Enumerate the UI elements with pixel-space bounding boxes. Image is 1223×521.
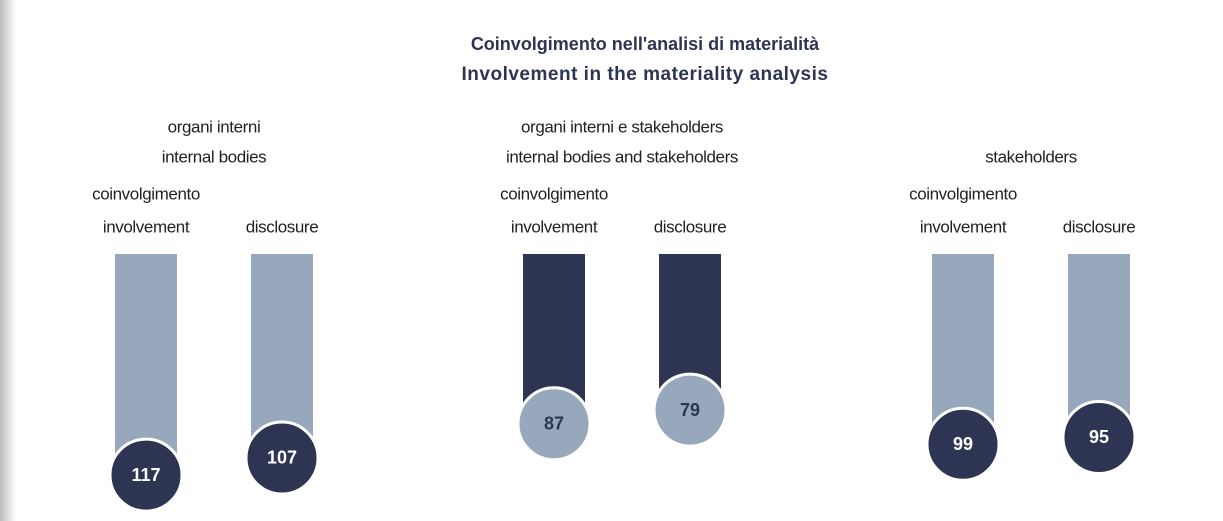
bar-label: disclosure: [1063, 217, 1136, 236]
bar-label: coinvolgimento: [909, 184, 1017, 203]
value-label: 95: [1089, 427, 1109, 447]
value-circle: [1061, 399, 1137, 475]
value-circle: [108, 437, 184, 513]
value-label: 99: [953, 434, 973, 454]
chart-subtitle: Involvement in the materiality analysis: [462, 64, 829, 85]
bar-label: coinvolgimento: [500, 184, 608, 203]
value-circle: [244, 420, 320, 496]
group-label: organi interni: [168, 117, 261, 136]
group-label: internal bodies and stakeholders: [506, 147, 738, 166]
page-edge: [0, 0, 16, 521]
bar-label: involvement: [511, 217, 598, 236]
chart-title: Coinvolgimento nell'analisi di materiali…: [471, 34, 820, 54]
bar-label: involvement: [103, 217, 190, 236]
value-label: 87: [544, 414, 564, 434]
value-label: 117: [131, 465, 160, 485]
value-label: 79: [680, 400, 700, 420]
value-circle: [516, 386, 592, 462]
bar-label: coinvolgimento: [92, 184, 200, 203]
bar-label: disclosure: [246, 217, 319, 236]
group-label: stakeholders: [985, 147, 1077, 166]
group-label: internal bodies: [162, 147, 267, 166]
value-circle: [925, 406, 1001, 482]
value-circle: [652, 372, 728, 448]
bar-label: involvement: [920, 217, 1007, 236]
value-label: 107: [267, 448, 297, 468]
bar-label: disclosure: [654, 217, 727, 236]
group-label: organi interni e stakeholders: [521, 117, 723, 136]
